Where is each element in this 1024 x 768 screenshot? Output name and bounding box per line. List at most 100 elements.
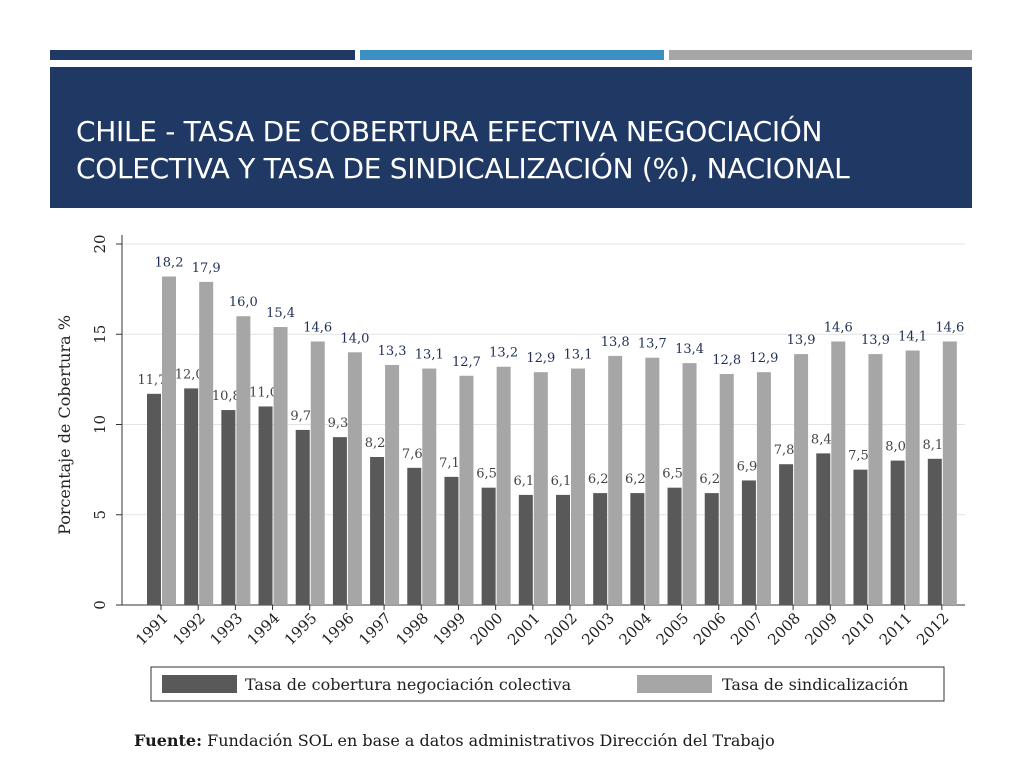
bar-cobertura xyxy=(853,469,868,605)
data-label-cobertura: 6,1 xyxy=(551,474,572,489)
x-tick-label: 2010 xyxy=(839,609,879,649)
accent-bar-blue xyxy=(360,50,664,60)
x-tick-label: 1992 xyxy=(169,609,209,649)
bar-sindicalizacion xyxy=(831,341,846,605)
data-label-cobertura: 7,5 xyxy=(848,449,869,464)
bar-sindicalizacion xyxy=(942,341,957,605)
y-tick-label: 15 xyxy=(91,325,109,344)
x-tick-label: 1999 xyxy=(430,609,470,649)
data-label-sindicalizacion: 16,0 xyxy=(229,295,258,310)
bar-sindicalizacion xyxy=(385,364,400,605)
data-label-sindicalizacion: 12,9 xyxy=(749,351,778,366)
data-label-sindicalizacion: 13,9 xyxy=(861,333,890,348)
data-label-sindicalizacion: 13,2 xyxy=(489,346,518,361)
data-label-cobertura: 8,0 xyxy=(885,440,906,455)
bar-cobertura xyxy=(332,437,347,605)
bar-sindicalizacion xyxy=(719,373,734,605)
data-label-cobertura: 6,2 xyxy=(588,472,609,487)
x-tick-label: 2001 xyxy=(504,609,544,649)
source-text: Fundación SOL en base a datos administra… xyxy=(207,731,775,750)
bar-sindicalizacion xyxy=(347,352,362,605)
bar-sindicalizacion xyxy=(273,327,288,605)
slide-title-line1: CHILE - TASA DE COBERTURA EFECTIVA NEGOC… xyxy=(76,115,823,148)
data-label-sindicalizacion: 14,6 xyxy=(824,320,853,335)
slide-title: CHILE - TASA DE COBERTURA EFECTIVA NEGOC… xyxy=(76,113,850,187)
bar-cobertura xyxy=(221,410,236,605)
title-banner: CHILE - TASA DE COBERTURA EFECTIVA NEGOC… xyxy=(50,67,972,208)
bar-cobertura xyxy=(667,487,682,605)
bar-sindicalizacion xyxy=(422,368,437,605)
bar-cobertura xyxy=(890,460,905,605)
bar-cobertura xyxy=(370,456,385,605)
bar-sindicalizacion xyxy=(905,350,920,605)
data-label-sindicalizacion: 13,9 xyxy=(787,333,816,348)
data-label-cobertura: 7,1 xyxy=(439,456,460,471)
data-label-cobertura: 11,7 xyxy=(138,373,167,388)
x-tick-label: 2006 xyxy=(690,609,730,649)
x-tick-label: 1995 xyxy=(281,609,321,649)
x-tick-label: 2002 xyxy=(541,609,581,649)
data-label-cobertura: 8,2 xyxy=(365,436,386,451)
x-tick-label: 2003 xyxy=(578,609,618,649)
bar-cobertura xyxy=(741,480,756,605)
data-label-sindicalizacion: 12,9 xyxy=(526,351,555,366)
data-label-sindicalizacion: 13,8 xyxy=(601,335,630,350)
data-label-sindicalizacion: 14,0 xyxy=(340,331,369,346)
bar-cobertura xyxy=(630,493,645,605)
bar-cobertura xyxy=(444,476,459,605)
bar-cobertura xyxy=(779,464,794,605)
data-label-sindicalizacion: 17,9 xyxy=(192,261,221,276)
bar-sindicalizacion xyxy=(682,363,697,605)
data-label-sindicalizacion: 13,4 xyxy=(675,342,704,357)
bar-sindicalizacion xyxy=(459,375,474,605)
x-tick-label: 2007 xyxy=(727,609,767,649)
legend-label-cobertura: Tasa de cobertura negociación colectiva xyxy=(245,675,572,694)
bar-sindicalizacion xyxy=(496,366,511,605)
data-label-cobertura: 9,3 xyxy=(328,416,349,431)
source-note: Fuente: Fundación SOL en base a datos ad… xyxy=(134,731,775,750)
y-axis-label: Porcentaje de Cobertura % xyxy=(55,315,74,535)
bar-sindicalizacion xyxy=(162,276,176,605)
data-label-cobertura: 6,1 xyxy=(513,474,534,489)
y-tick-label: 0 xyxy=(91,600,109,610)
x-tick-label: 2005 xyxy=(653,609,693,649)
data-label-sindicalizacion: 12,8 xyxy=(712,353,741,368)
data-label-sindicalizacion: 13,1 xyxy=(564,348,593,363)
legend-box xyxy=(150,666,945,702)
data-label-sindicalizacion: 13,1 xyxy=(415,348,444,363)
accent-bar-gray xyxy=(669,50,972,60)
data-label-cobertura: 9,7 xyxy=(290,409,311,424)
bar-cobertura xyxy=(147,393,161,605)
bar-sindicalizacion xyxy=(236,316,251,605)
x-tick-label: 1996 xyxy=(318,609,358,649)
slide-title-line2: COLECTIVA Y TASA DE SINDICALIZACIÓN (%),… xyxy=(76,152,850,185)
data-label-cobertura: 8,4 xyxy=(811,432,832,447)
bar-sindicalizacion xyxy=(794,354,809,605)
bar-sindicalizacion xyxy=(571,368,585,605)
data-label-sindicalizacion: 13,3 xyxy=(378,344,407,359)
x-tick-label: 1997 xyxy=(355,609,395,649)
legend-swatch-sindicalizacion xyxy=(637,675,712,693)
bar-cobertura xyxy=(927,458,942,605)
bar-cobertura xyxy=(704,493,719,605)
x-tick-label: 2000 xyxy=(467,609,507,649)
bar-cobertura xyxy=(184,388,199,605)
bar-sindicalizacion xyxy=(199,281,214,605)
x-tick-label: 2004 xyxy=(615,609,655,649)
data-label-sindicalizacion: 15,4 xyxy=(266,306,295,321)
data-label-sindicalizacion: 14,1 xyxy=(898,329,927,344)
data-label-cobertura: 7,8 xyxy=(774,443,795,458)
bar-cobertura xyxy=(258,406,273,605)
x-tick-label: 1993 xyxy=(206,609,246,649)
data-label-cobertura: 6,9 xyxy=(737,459,758,474)
legend-label-sindicalizacion: Tasa de sindicalización xyxy=(722,675,908,694)
bar-sindicalizacion xyxy=(868,354,883,605)
x-tick-label: 2012 xyxy=(913,609,953,649)
bar-sindicalizacion xyxy=(608,355,623,605)
accent-bar-navy xyxy=(50,50,355,60)
x-tick-label: 2009 xyxy=(801,609,841,649)
bar-cobertura xyxy=(556,494,570,605)
data-label-sindicalizacion: 13,7 xyxy=(638,337,667,352)
data-label-cobertura: 11,0 xyxy=(249,385,278,400)
